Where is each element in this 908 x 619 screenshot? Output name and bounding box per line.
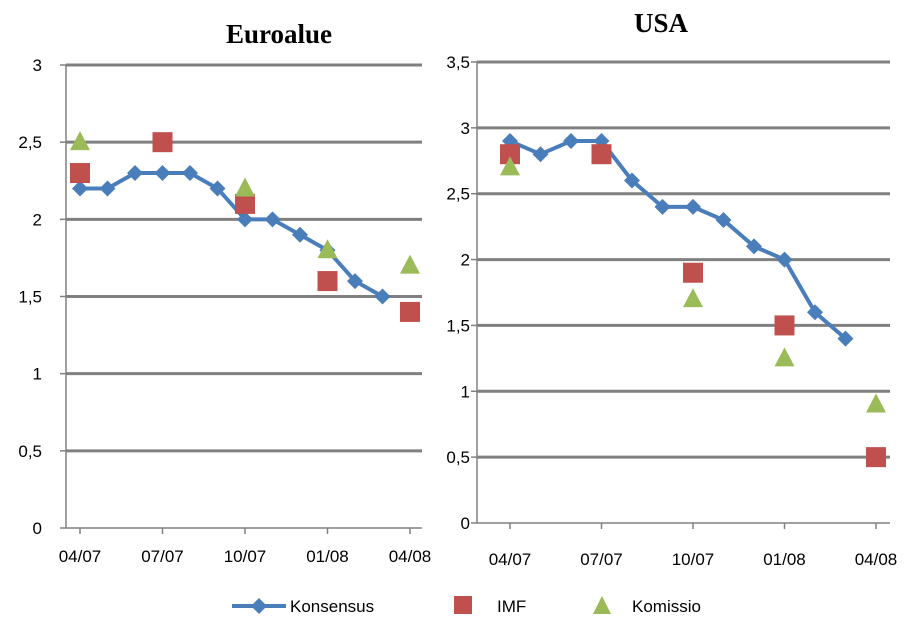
usa-imf-point: [866, 447, 886, 468]
legend-konsensus-label: Konsensus: [290, 597, 374, 616]
euroalue-series-imf: [70, 132, 420, 322]
legend-item-imf: IMF: [454, 596, 526, 616]
euroalue-komissio-point: [400, 254, 420, 274]
usa-imf-point: [683, 262, 703, 283]
euroalue-x-tick-label: 04/08: [389, 547, 432, 566]
legend-konsensus-marker: [251, 598, 267, 614]
usa-konsensus-point: [532, 146, 549, 163]
euroalue-imf-point: [70, 163, 90, 184]
legend-komissio-label: Komissio: [632, 597, 701, 616]
euroalue-series-komissio: [70, 131, 420, 274]
euroalue-y-tick-label: 1,5: [18, 288, 42, 307]
usa-konsensus-point: [624, 172, 640, 189]
euroalue-komissio-point: [235, 177, 255, 197]
legend-imf-label: IMF: [497, 597, 526, 616]
legend: Konsensus IMF Komissio: [232, 596, 701, 616]
euroalue-konsensus-point: [209, 180, 226, 197]
usa-x-tick-label: 07/07: [580, 550, 623, 569]
usa-imf-point: [591, 144, 612, 165]
usa-konsensus-line: [509, 139, 847, 341]
usa-komissio-point: [683, 288, 703, 308]
usa-x-tick-label: 04/07: [489, 550, 532, 569]
euroalue-konsensus-point: [127, 165, 143, 182]
usa-konsensus-point: [685, 198, 701, 215]
legend-imf-marker: [454, 596, 472, 614]
usa-imf-point: [500, 144, 520, 165]
euroalue-konsensus-point: [374, 288, 391, 305]
usa-komissio-point: [500, 156, 520, 176]
euroalue-konsensus-point: [99, 180, 116, 197]
euroalue-x-tick-label: 01/08: [306, 547, 349, 566]
euroalue-y-tick-label: 2,5: [18, 133, 42, 152]
euroalue-imf-point: [152, 132, 173, 153]
usa-x-tick-label: 04/08: [855, 550, 898, 569]
euroalue-konsensus-point: [154, 165, 171, 182]
euroalue-konsensus-point: [292, 226, 308, 243]
euroalue-imf-point: [317, 271, 338, 292]
euroalue-chart-title: Euroalue: [226, 19, 332, 49]
usa-y-tick-label: 0: [461, 514, 470, 533]
euroalue-imf-point: [235, 193, 255, 214]
usa-konsensus-point: [746, 238, 762, 255]
euroalue-y-tick-label: 2: [33, 210, 42, 229]
usa-series-imf: [500, 144, 886, 468]
euroalue-konsensus-point: [264, 211, 281, 228]
euroalue-y-tick-label: 0: [33, 519, 42, 538]
euroalue-komissio-point: [70, 131, 90, 151]
usa-y-tick-label: 2: [461, 251, 470, 270]
usa-konsensus-point: [776, 251, 793, 268]
usa-series-komissio: [500, 156, 886, 413]
usa-komissio-point: [866, 393, 886, 413]
euroalue-komissio-point: [317, 239, 338, 259]
usa-konsensus-point: [654, 198, 671, 215]
usa-konsensus-point: [563, 133, 579, 150]
usa-series-konsensus: [502, 133, 854, 347]
usa-komissio-point: [774, 347, 795, 367]
euroalue-x-tick-label: 07/07: [141, 547, 184, 566]
usa-y-tick-label: 0,5: [446, 448, 470, 467]
usa-konsensus-point: [807, 304, 823, 321]
euroalue-imf-point: [400, 301, 420, 322]
euroalue-x-tick-label: 04/07: [59, 547, 102, 566]
usa-y-tick-label: 1: [461, 382, 470, 401]
euroalue-y-tick-label: 3: [33, 56, 42, 75]
euroalue-konsensus-point: [237, 211, 253, 228]
legend-komissio-marker: [593, 596, 611, 614]
legend-item-komissio: Komissio: [593, 596, 701, 616]
usa-y-tick-label: 3: [461, 119, 470, 138]
euroalue-konsensus-point: [182, 165, 198, 182]
usa-konsensus-point: [715, 212, 732, 229]
usa-x-tick-label: 01/08: [763, 550, 806, 569]
euroalue-chart: Euroalue 0 0,5 1 1,5 2 2,5 3 04/07 07/07 10/07 01/0…: [18, 19, 431, 566]
euroalue-y-tick-label: 1: [33, 365, 42, 384]
usa-y-tick-label: 3,5: [446, 53, 470, 72]
usa-y-tick-label: 1,5: [446, 316, 470, 335]
usa-chart-title: USA: [634, 8, 689, 38]
usa-x-tick-label: 10/07: [672, 550, 715, 569]
euroalue-konsensus-point: [347, 273, 363, 290]
euroalue-konsensus-point: [72, 180, 88, 197]
euroalue-x-tick-label: 10/07: [224, 547, 267, 566]
legend-item-konsensus: Konsensus: [232, 597, 374, 616]
usa-konsensus-point: [837, 330, 854, 347]
usa-imf-point: [774, 315, 795, 336]
usa-chart: USA 0 0,5 1 1,5 2 2,5 3 3,5 04/07 07/07 10/07 01/08 0…: [446, 8, 897, 569]
euroalue-series-konsensus: [72, 165, 391, 305]
usa-y-tick-label: 2,5: [446, 185, 470, 204]
euroalue-y-tick-label: 0,5: [18, 442, 42, 461]
